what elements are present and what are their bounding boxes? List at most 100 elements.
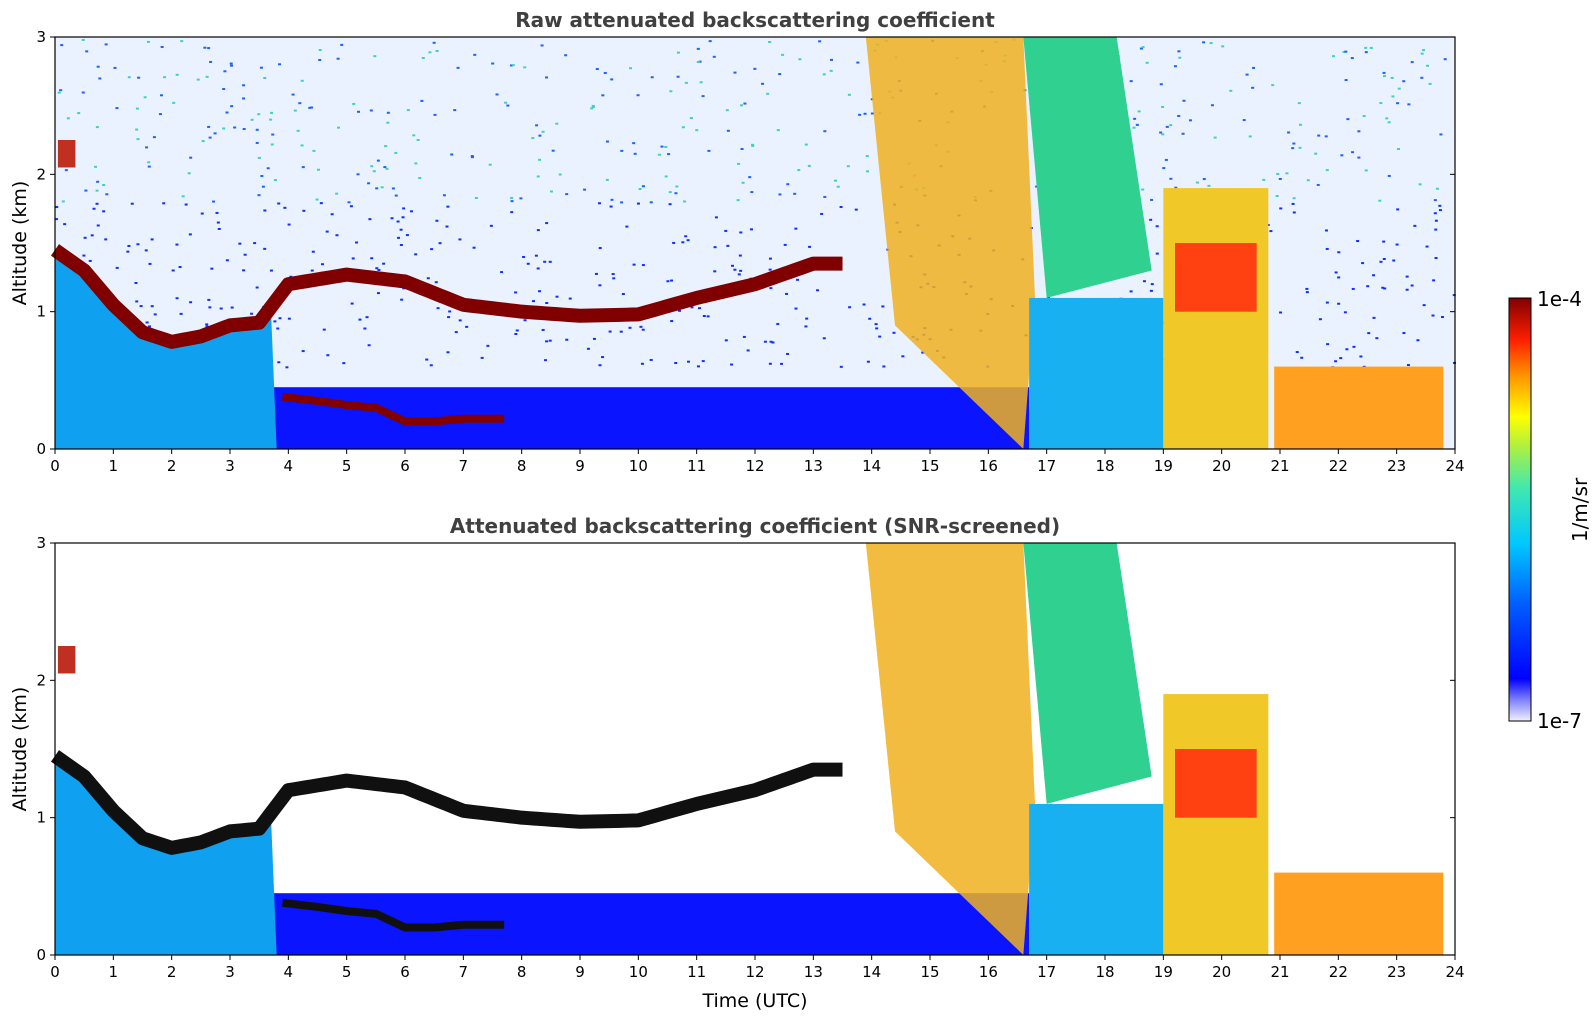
noise-speckle <box>213 132 217 135</box>
noise-speckle <box>713 246 717 249</box>
noise-speckle <box>330 213 334 216</box>
noise-speckle <box>273 320 277 323</box>
noise-speckle <box>153 313 157 316</box>
noise-speckle <box>676 75 680 78</box>
noise-speckle <box>632 263 636 266</box>
noise-speckle <box>1162 167 1166 170</box>
noise-speckle <box>731 264 735 267</box>
noise-speckle <box>276 327 280 330</box>
noise-speckle <box>1337 276 1341 279</box>
noise-speckle <box>591 104 595 107</box>
noise-speckle <box>243 253 247 256</box>
noise-speckle <box>619 330 623 333</box>
noise-speckle <box>152 136 156 139</box>
noise-speckle <box>558 173 562 176</box>
noise-speckle <box>1334 360 1338 363</box>
noise-speckle <box>285 366 289 369</box>
noise-speckle <box>921 351 925 354</box>
noise-speckle <box>590 107 594 110</box>
noise-speckle <box>486 344 490 347</box>
noise-speckle <box>1207 184 1211 187</box>
x-tick-label: 12 <box>745 963 764 981</box>
noise-speckle <box>1251 86 1255 89</box>
noise-speckle <box>769 287 773 290</box>
noise-speckle <box>233 126 237 129</box>
noise-speckle <box>300 144 304 147</box>
noise-speckle <box>212 200 216 203</box>
noise-speckle <box>504 101 508 104</box>
noise-speckle <box>382 262 386 265</box>
morning-aerosol-column <box>55 755 277 955</box>
noise-speckle <box>1245 73 1249 76</box>
noise-speckle <box>1129 290 1133 293</box>
noise-speckle <box>302 209 306 212</box>
noise-speckle <box>454 331 458 334</box>
noise-speckle <box>399 243 403 246</box>
noise-speckle <box>649 201 653 204</box>
noise-speckle <box>365 316 369 319</box>
noise-speckle <box>261 185 265 188</box>
noise-speckle <box>390 217 394 220</box>
noise-speckle <box>363 327 367 330</box>
noise-speckle <box>598 284 602 287</box>
noise-speckle <box>418 177 422 180</box>
noise-speckle <box>748 176 752 179</box>
noise-speckle <box>178 265 182 268</box>
noise-speckle <box>1344 50 1348 53</box>
noise-speckle <box>1213 136 1217 139</box>
noise-speckle <box>514 332 518 335</box>
noise-speckle <box>675 185 679 188</box>
y-tick-label: 2 <box>36 671 46 689</box>
noise-speckle <box>412 134 416 137</box>
noise-speckle <box>610 198 614 201</box>
noise-speckle <box>136 243 140 246</box>
noise-speckle <box>514 291 518 294</box>
noise-speckle <box>532 300 536 303</box>
noise-speckle <box>435 49 439 52</box>
noise-speckle <box>1202 41 1206 44</box>
noise-speckle <box>1407 103 1411 106</box>
noise-speckle <box>1420 76 1424 79</box>
noise-speckle <box>445 225 449 228</box>
noise-speckle <box>1337 251 1341 254</box>
noise-speckle <box>137 76 141 79</box>
noise-speckle <box>713 270 717 273</box>
noise-speckle <box>1316 183 1320 186</box>
noise-speckle <box>543 260 547 263</box>
noise-speckle <box>225 259 229 262</box>
noise-speckle <box>544 359 548 362</box>
noise-speckle <box>724 229 728 232</box>
noise-speckle <box>425 358 429 361</box>
noise-speckle <box>605 140 609 143</box>
noise-speckle <box>160 45 164 48</box>
noise-speckle <box>266 167 270 170</box>
noise-speckle <box>678 309 682 312</box>
noise-speckle <box>421 56 425 59</box>
noise-speckle <box>739 104 743 107</box>
noise-speckle <box>296 129 300 132</box>
noise-speckle <box>1383 75 1387 78</box>
noise-speckle <box>1297 102 1301 105</box>
noise-speckle <box>742 335 746 338</box>
noise-speckle <box>848 306 852 309</box>
noise-speckle <box>664 145 668 148</box>
noise-speckle <box>1344 79 1348 82</box>
noise-speckle <box>699 81 703 84</box>
x-tick-label: 11 <box>687 963 706 981</box>
noise-speckle <box>406 109 410 112</box>
noise-speckle <box>242 84 246 87</box>
noise-speckle <box>1410 284 1414 287</box>
noise-speckle <box>432 41 436 44</box>
noise-speckle <box>201 140 205 143</box>
x-tick-label: 7 <box>459 963 469 981</box>
noise-speckle <box>601 356 605 359</box>
noise-speckle <box>1435 187 1439 190</box>
noise-speckle <box>163 76 167 79</box>
noise-speckle <box>794 307 798 310</box>
noise-speckle <box>396 220 400 223</box>
noise-speckle <box>785 292 789 295</box>
noise-speckle <box>1352 345 1356 348</box>
noise-speckle <box>768 40 772 43</box>
noise-speckle <box>386 121 390 124</box>
boundary-layer-top-line <box>50 750 844 855</box>
